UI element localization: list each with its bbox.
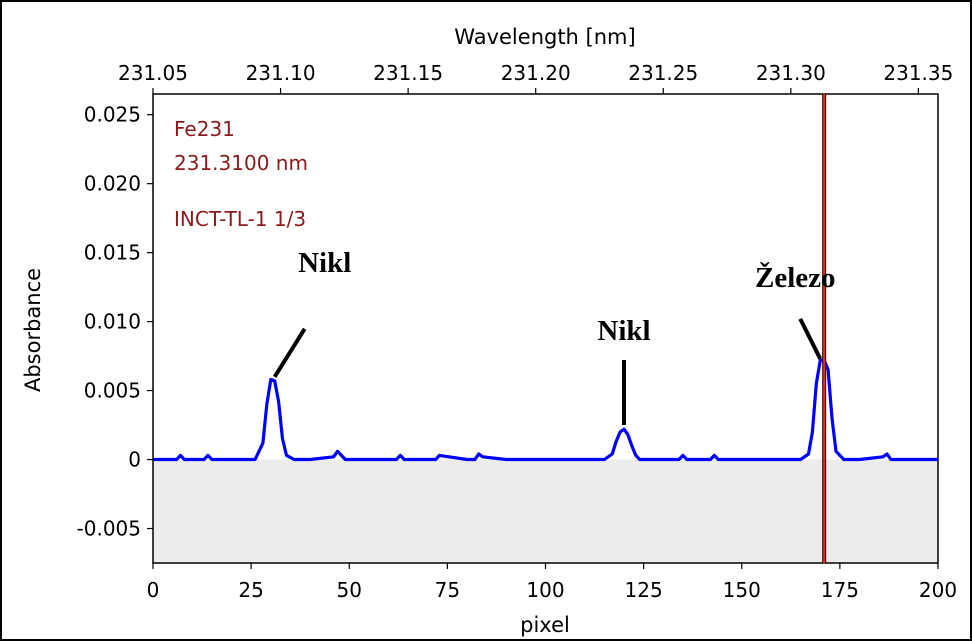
top-tick-label: 231.35: [883, 61, 953, 85]
y-tick-label: 0.020: [84, 172, 141, 196]
x-tick-label: 175: [821, 578, 859, 602]
annotation-label: Nikl: [298, 247, 351, 279]
x-tick-label: 100: [526, 578, 564, 602]
y-tick-label: 0: [128, 448, 141, 472]
y-tick-label: 0.025: [84, 103, 141, 127]
top-tick-label: 231.20: [501, 61, 571, 85]
top-tick-label: 231.30: [756, 61, 826, 85]
top-tick-label: 231.25: [628, 61, 698, 85]
x-tick-label: 75: [435, 578, 460, 602]
y-axis-label: Absorbance: [21, 268, 45, 392]
x-axis-label: pixel: [520, 613, 570, 637]
x-tick-label: 50: [337, 578, 362, 602]
element-name: Fe231: [174, 117, 235, 141]
y-tick-label: 0.015: [84, 241, 141, 265]
y-tick-label: 0.005: [84, 379, 141, 403]
wavelength-text: 231.3100 nm: [174, 151, 308, 175]
annotation-label: Železo: [755, 261, 836, 294]
top-axis-label: Wavelength [nm]: [454, 25, 635, 49]
x-tick-label: 0: [147, 578, 160, 602]
annotation-label: Nikl: [597, 315, 650, 347]
x-tick-label: 125: [625, 578, 663, 602]
x-tick-label: 25: [238, 578, 263, 602]
annotation-leader-line: [272, 327, 307, 378]
absorbance-series-line: [153, 358, 938, 462]
y-tick-label: -0.005: [77, 517, 141, 541]
x-tick-label: 200: [919, 578, 957, 602]
negative-region-fill: [153, 459, 938, 563]
sample-name: INCT-TL-1 1/3: [174, 207, 306, 231]
x-tick-label: 150: [723, 578, 761, 602]
annotation-leader-line: [798, 317, 823, 360]
top-tick-label: 231.15: [373, 61, 443, 85]
top-tick-label: 231.05: [118, 61, 188, 85]
y-tick-label: 0.010: [84, 310, 141, 334]
top-tick-label: 231.10: [246, 61, 316, 85]
